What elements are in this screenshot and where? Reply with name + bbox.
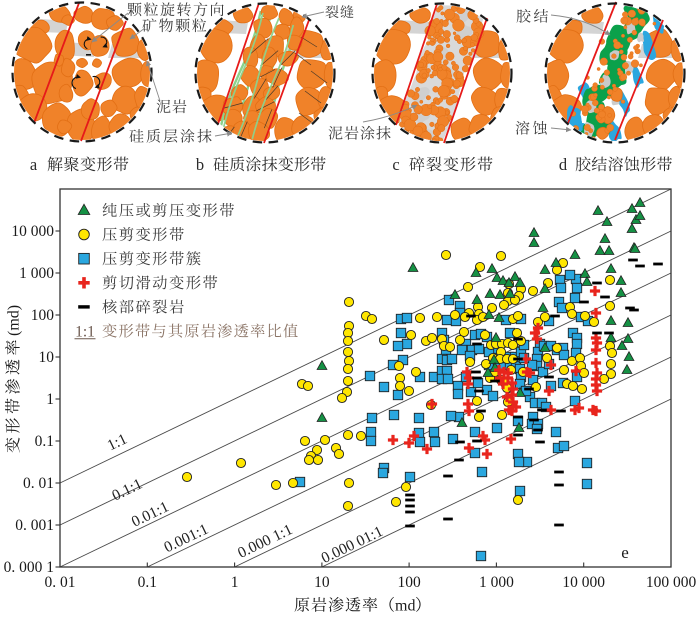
svg-text:10 000: 10 000 [562,574,605,591]
svg-text:1:1: 1:1 [75,323,95,340]
svg-text:b: b [196,155,204,174]
svg-text:1: 1 [46,391,54,408]
svg-text:1:1: 1:1 [105,430,130,454]
svg-text:e: e [621,543,629,562]
svg-text:100: 100 [31,307,55,324]
svg-text:100: 100 [397,574,421,591]
svg-text:0.1: 0.1 [138,574,157,591]
svg-text:0. 000 1: 0. 000 1 [4,559,54,576]
svg-text:md: md [395,598,415,615]
svg-text:100 000: 100 000 [646,574,697,591]
svg-text:0. 01: 0. 01 [23,475,54,492]
svg-text:(md): (md) [6,305,23,336]
svg-text:1: 1 [231,574,239,591]
svg-text:0.1: 0.1 [35,433,54,450]
svg-text:a: a [30,155,38,174]
svg-text:0. 001: 0. 001 [15,517,54,534]
svg-text:10: 10 [39,349,55,366]
svg-text:1 000: 1 000 [479,574,514,591]
svg-text:1 000: 1 000 [19,265,54,282]
svg-text:10: 10 [314,574,330,591]
svg-text:d: d [559,155,568,174]
svg-text:0. 01: 0. 01 [45,574,76,591]
svg-text:10 000: 10 000 [11,223,54,240]
svg-text:c: c [392,155,399,174]
